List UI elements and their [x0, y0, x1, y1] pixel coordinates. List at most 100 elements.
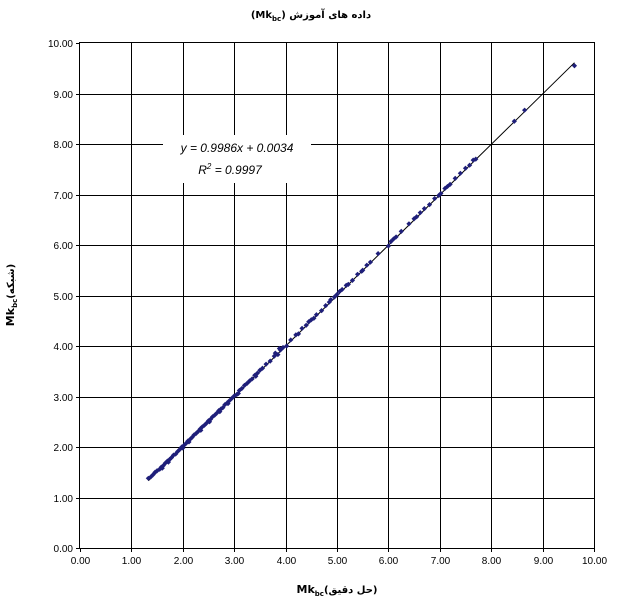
x-tick-label: 6.00	[379, 556, 399, 567]
data-point	[253, 373, 259, 379]
x-tick-label: 9.00	[534, 556, 554, 567]
data-point	[295, 331, 302, 337]
data-point	[280, 344, 286, 351]
data-point	[276, 345, 283, 352]
data-point	[148, 474, 154, 480]
data-point	[349, 277, 356, 283]
data-point	[247, 378, 253, 384]
data-point	[235, 390, 241, 397]
data-point	[462, 165, 469, 171]
data-points	[145, 63, 578, 481]
y-tick-label: 9.00	[54, 90, 74, 101]
data-point	[257, 367, 263, 373]
data-point	[214, 410, 220, 416]
data-point	[198, 427, 204, 433]
data-point	[375, 250, 381, 257]
data-point	[263, 361, 269, 367]
data-point	[203, 420, 210, 426]
y-axis-ticks: 0.00 1.00 2.00 3.00 4.00 5.00 6.00 7.00 8.00 9.00…	[48, 39, 80, 555]
data-point	[393, 234, 399, 240]
data-point	[473, 156, 479, 162]
data-point	[522, 107, 528, 113]
y-tick-label: 7.00	[54, 191, 74, 202]
x-tick-label: 2.00	[174, 556, 194, 567]
data-point	[210, 414, 216, 420]
data-point	[195, 428, 201, 434]
x-tick-label: 0.00	[71, 556, 91, 567]
data-point	[457, 170, 463, 176]
data-point	[334, 291, 340, 298]
x-tick-label: 7.00	[431, 556, 451, 567]
data-point	[398, 228, 404, 234]
data-point	[406, 221, 412, 227]
data-point	[511, 118, 517, 124]
data-point	[241, 382, 248, 388]
data-point	[571, 63, 578, 69]
data-point	[426, 202, 433, 208]
data-point	[436, 192, 442, 199]
data-point	[225, 400, 231, 407]
data-point	[217, 409, 223, 415]
data-point	[175, 448, 181, 455]
x-tick-label: 1.00	[122, 556, 142, 567]
data-point	[470, 157, 476, 163]
y-tick-label: 0.00	[54, 544, 74, 555]
y-tick-label: 10.00	[48, 39, 73, 50]
data-point	[201, 422, 207, 428]
data-point	[306, 319, 312, 325]
data-point	[303, 322, 309, 328]
r-squared-label: R2 = 0.9997	[198, 162, 263, 177]
x-axis-title: Mkbc(حل دقیق)	[297, 583, 378, 598]
data-point	[311, 315, 317, 321]
x-tick-label: 8.00	[482, 556, 502, 567]
data-point	[390, 236, 397, 242]
data-point	[159, 465, 165, 471]
x-tick-label: 5.00	[328, 556, 348, 567]
data-point	[447, 181, 453, 187]
y-tick-label: 1.00	[54, 494, 74, 505]
equation-box	[163, 135, 311, 183]
data-point	[157, 466, 163, 472]
data-point	[254, 370, 260, 376]
data-point	[206, 419, 213, 425]
data-point	[364, 262, 370, 268]
x-tick-label: 10.00	[582, 556, 607, 567]
data-point	[288, 337, 294, 343]
data-point	[339, 286, 345, 293]
data-point	[417, 210, 423, 216]
y-tick-label: 4.00	[54, 342, 74, 353]
y-tick-label: 6.00	[54, 241, 74, 252]
data-point	[467, 162, 473, 168]
data-point	[183, 440, 189, 447]
data-point	[284, 343, 290, 349]
chart-title: (Mkbc) داده های آموزش	[251, 8, 371, 23]
data-point	[359, 268, 365, 274]
data-point	[345, 281, 351, 287]
data-point	[367, 259, 374, 265]
x-axis-ticks: 0.00 1.00 2.00 3.00 4.00 5.00 6.00 7.00 8.00 9.00…	[71, 548, 607, 567]
y-tick-label: 8.00	[54, 140, 74, 151]
data-point	[186, 439, 192, 445]
data-point	[432, 195, 438, 202]
data-point	[343, 282, 349, 288]
data-point	[388, 238, 394, 245]
data-point	[299, 325, 305, 331]
y-tick-label: 2.00	[54, 443, 74, 454]
data-point	[189, 434, 195, 441]
data-point	[452, 175, 458, 181]
data-point	[318, 308, 325, 314]
x-tick-label: 4.00	[277, 556, 297, 567]
data-point	[328, 296, 334, 303]
data-point	[308, 317, 314, 323]
data-point	[414, 214, 420, 220]
data-point	[267, 358, 273, 364]
trendline-equation: y = 0.9986x + 0.0034	[180, 141, 294, 155]
data-point	[165, 459, 172, 465]
data-point	[411, 216, 417, 222]
data-point	[150, 472, 156, 478]
data-point	[168, 455, 175, 461]
data-point	[272, 350, 278, 356]
data-point	[180, 445, 186, 451]
data-point	[249, 376, 255, 382]
